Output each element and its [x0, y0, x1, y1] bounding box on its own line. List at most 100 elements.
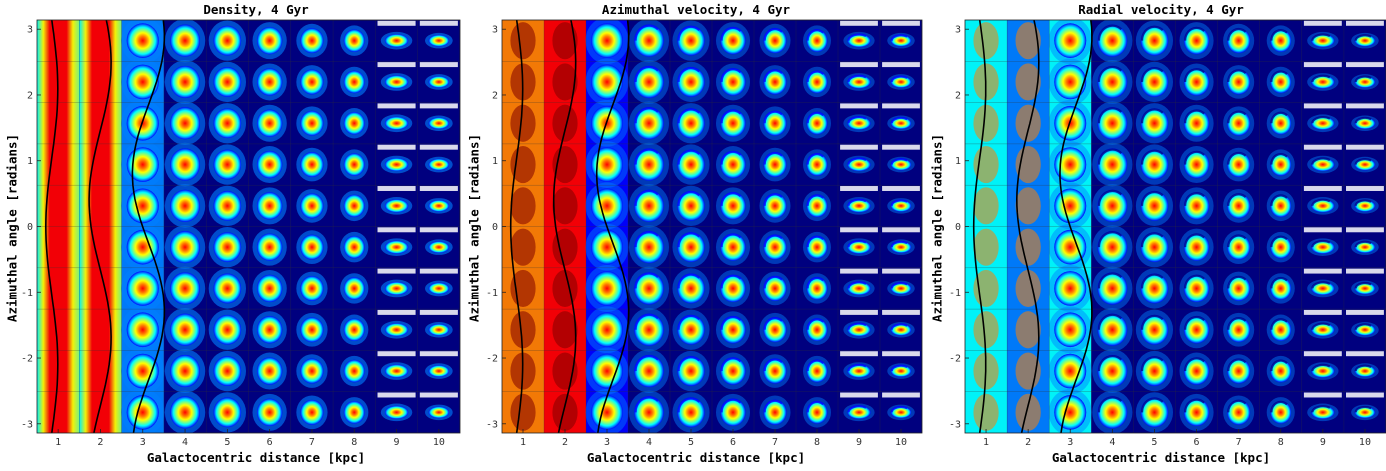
cell-9-6-empty-region	[840, 227, 878, 233]
cell-8-10-blob	[806, 401, 828, 424]
cell-7-5-spiral-arm	[1227, 193, 1247, 206]
cell-9-8-spiral-arm	[847, 322, 867, 330]
cell-5-2-blob	[213, 67, 242, 97]
azimuthal-velocity-panel: Azimuthal velocity, 4 Gyr Azimuthal angl…	[462, 0, 923, 471]
cell-5-9-blob	[213, 356, 242, 386]
cell-8-5-blob	[806, 194, 828, 218]
cell-10-9-blob	[890, 365, 912, 377]
cell-9-8-empty-region	[840, 309, 878, 315]
cell-9-4-blob	[1311, 158, 1335, 172]
cell-9-1-blob	[1311, 34, 1335, 48]
cell-6-4-spiral-arm	[720, 150, 742, 165]
cell-7-9-blob	[763, 358, 787, 384]
cell-7-1-blob	[300, 28, 324, 54]
cell-6-6-spiral-arm	[1184, 233, 1205, 248]
cell-9-10-empty-region	[1303, 392, 1342, 398]
cell-5-1-spiral-arm	[1140, 25, 1164, 41]
cell-5-1-blob	[1140, 25, 1169, 56]
x-tick-label: 1	[55, 437, 61, 448]
cell-9-10-spiral-arm	[1311, 405, 1331, 413]
cell-10-2-spiral-arm	[1354, 75, 1372, 83]
cell-8-10-spiral-arm	[806, 400, 824, 413]
cell-8-8-spiral-arm	[1270, 318, 1288, 330]
cell-5-10-spiral-arm	[1140, 397, 1164, 413]
cell-4-2-spiral-arm	[634, 65, 659, 82]
cell-6-9-spiral-arm	[1184, 357, 1205, 372]
cell-6-8-blob	[720, 316, 746, 344]
cell-8-8-blob	[1270, 318, 1292, 342]
cell-4-5-spiral-arm	[1097, 189, 1123, 206]
cell-7-1-spiral-arm	[763, 27, 783, 41]
cell-8-5-spiral-arm	[806, 194, 824, 206]
cell-9-9-spiral-arm	[847, 363, 867, 372]
cell-2-5-blob	[552, 187, 578, 225]
cell-9-10-spiral-arm	[847, 405, 867, 413]
cell-8-8-blob	[343, 318, 365, 342]
chart-title: Azimuthal velocity, 4 Gyr	[601, 2, 791, 17]
cell-9-8-empty-region	[1303, 309, 1342, 315]
cell-9-9-blob	[384, 364, 409, 378]
cell-10-2-empty-region	[1346, 62, 1384, 68]
cell-1-1-blob	[510, 22, 536, 60]
y-tick-label: 1	[955, 156, 961, 167]
cell-8-6-spiral-arm	[806, 235, 824, 248]
cell-3-4-blob	[1054, 147, 1087, 182]
cell-8-1-spiral-arm	[806, 29, 824, 41]
y-tick-label: 0	[27, 222, 33, 233]
cell-10-6-spiral-arm	[890, 240, 908, 248]
cell-9-5-blob	[384, 199, 409, 213]
cell-5-5-blob	[677, 190, 705, 221]
cell-7-10-blob	[763, 399, 787, 425]
cell-1-8-blob	[510, 311, 536, 349]
cell-10-7-spiral-arm	[1354, 282, 1372, 289]
cell-10-7-blob	[428, 282, 450, 295]
cell-4-7-blob	[170, 272, 200, 305]
cell-1-5-blob	[510, 187, 536, 225]
cell-7-3-blob	[763, 110, 787, 136]
cell-7-4-blob	[300, 152, 324, 178]
cell-8-4-blob	[1270, 153, 1292, 176]
cell-6-9-spiral-arm	[720, 357, 742, 372]
cell-7-7-blob	[763, 275, 787, 301]
cell-10-7-blob	[890, 282, 912, 295]
cell-6-5-blob	[1183, 192, 1210, 220]
cell-10-1-blob	[428, 34, 450, 47]
y-tick-label: 2	[955, 90, 961, 101]
cell-6-5-spiral-arm	[1184, 192, 1205, 206]
cell-4-5-blob	[1097, 189, 1128, 222]
x-tick-label: 9	[1320, 437, 1326, 448]
cell-7-8-blob	[300, 317, 324, 343]
cell-2-4-blob	[1015, 145, 1041, 184]
cell-4-4-blob	[1097, 148, 1128, 181]
cell-10-7-empty-region	[1346, 268, 1384, 274]
cell-4-4-blob	[634, 148, 664, 181]
cell-1-3-blob	[973, 104, 999, 142]
cell-2-6-blob	[1015, 228, 1041, 266]
cell-8-4-spiral-arm	[806, 152, 824, 165]
x-tick-label: 4	[646, 437, 652, 448]
cell-9-4-empty-region	[1303, 144, 1342, 150]
cell-5-3-spiral-arm	[677, 108, 701, 124]
cell-9-2-spiral-arm	[1311, 74, 1331, 83]
cell-4-7-blob	[1097, 272, 1128, 305]
cell-3-10-blob	[1054, 395, 1087, 430]
cell-8-9-blob	[1270, 359, 1292, 383]
cell-9-7-spiral-arm	[847, 281, 867, 289]
cell-9-5-blob	[847, 199, 871, 213]
cell-4-2-blob	[1097, 65, 1128, 99]
cell-5-4-spiral-arm	[1140, 149, 1164, 165]
cell-7-5-spiral-arm	[763, 193, 783, 206]
cell-10-10-empty-region	[882, 392, 920, 398]
overlay-curve-1	[509, 20, 524, 433]
cell-8-2-spiral-arm	[1270, 70, 1288, 83]
cell-9-1-blob	[847, 34, 871, 48]
overlay-curve-3	[1059, 20, 1093, 433]
cell-9-1-empty-region	[1303, 20, 1342, 26]
cell-4-4-blob	[170, 148, 200, 181]
cell-7-2-blob	[300, 69, 324, 95]
cell-4-9-blob	[170, 354, 200, 388]
cell-7-8-blob	[763, 317, 787, 343]
cell-5-9-spiral-arm	[1140, 356, 1164, 372]
cell-9-4-spiral-arm	[1311, 157, 1331, 165]
cell-7-7-blob	[1227, 275, 1251, 301]
